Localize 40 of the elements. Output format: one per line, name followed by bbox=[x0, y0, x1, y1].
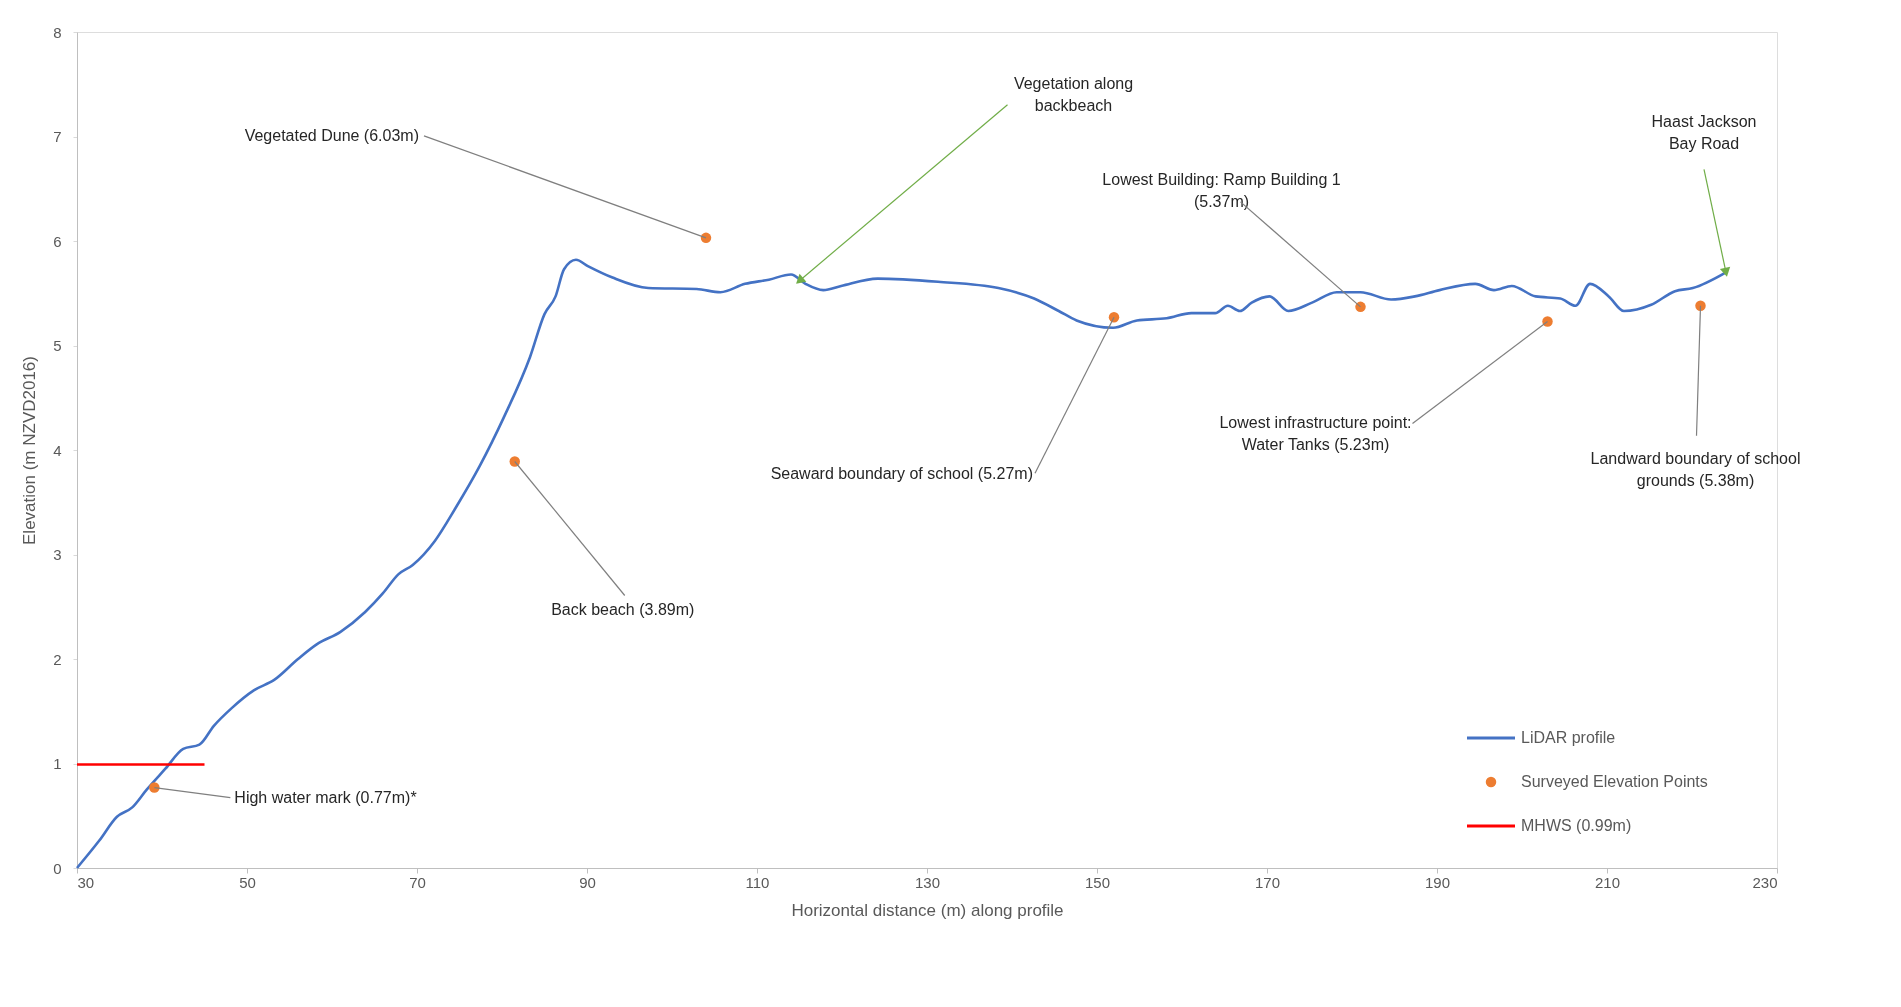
annotation: Vegetation along backbeach bbox=[1013, 74, 1134, 114]
annotation: Back beach (3.89m) bbox=[551, 601, 695, 619]
x-tick-label: 170 bbox=[1254, 873, 1281, 891]
y-tick-label: 3 bbox=[53, 546, 62, 563]
x-tick-label: 70 bbox=[409, 873, 426, 891]
x-tick-label: 110 bbox=[745, 873, 770, 891]
point bbox=[149, 782, 160, 793]
x-tick-label: 210 bbox=[1594, 873, 1621, 891]
point bbox=[1108, 312, 1120, 323]
annotation: Vegetated Dune (6.03m) bbox=[244, 126, 419, 144]
point bbox=[1695, 300, 1706, 312]
annotation: High water mark (0.77m)* bbox=[234, 788, 417, 806]
x-tick-label: 90 bbox=[579, 873, 596, 891]
y-tick-label: 6 bbox=[53, 232, 62, 250]
x-tick-label: 150 bbox=[1084, 873, 1111, 891]
annotation: Landward boundary of school grounds (5.38m) bbox=[1590, 449, 1801, 489]
x-tick-label: 230 bbox=[1752, 873, 1778, 891]
y-tick-label: 2 bbox=[53, 650, 62, 668]
x-tick-label: 30 bbox=[77, 873, 95, 891]
y-tick-label: 0 bbox=[53, 859, 62, 877]
point bbox=[509, 456, 520, 467]
annotation: Seaward boundary of school (5.27m) bbox=[770, 465, 1033, 483]
point bbox=[1542, 316, 1553, 327]
annotation: Lowest infrastructure point: Water Tanks (5.23m) bbox=[1219, 414, 1412, 454]
y-tick-label: 1 bbox=[53, 755, 62, 772]
y-axis-title: Elevation (m NZVD2016) bbox=[20, 356, 40, 545]
annotation: Lowest Building: Ramp Building 1 (5.37m) bbox=[1102, 170, 1341, 210]
y-tick-label: 8 bbox=[53, 23, 62, 41]
legend-label: LiDAR profile bbox=[1521, 729, 1616, 746]
x-tick-label: 190 bbox=[1424, 873, 1451, 891]
annotation: Haast Jackson Bay Road bbox=[1651, 113, 1757, 153]
x-tick-label: 50 bbox=[239, 873, 256, 891]
legend-label: MHWS (0.99m) bbox=[1521, 817, 1632, 834]
y-tick-label: 5 bbox=[53, 337, 62, 354]
point bbox=[700, 232, 712, 244]
legend-label: Surveyed Elevation Points bbox=[1521, 773, 1708, 790]
y-tick-label: 4 bbox=[53, 441, 62, 459]
x-tick-label: 130 bbox=[914, 873, 941, 891]
x-axis-title: Horizontal distance (m) along profile bbox=[791, 900, 1064, 920]
y-tick-label: 7 bbox=[53, 128, 62, 145]
